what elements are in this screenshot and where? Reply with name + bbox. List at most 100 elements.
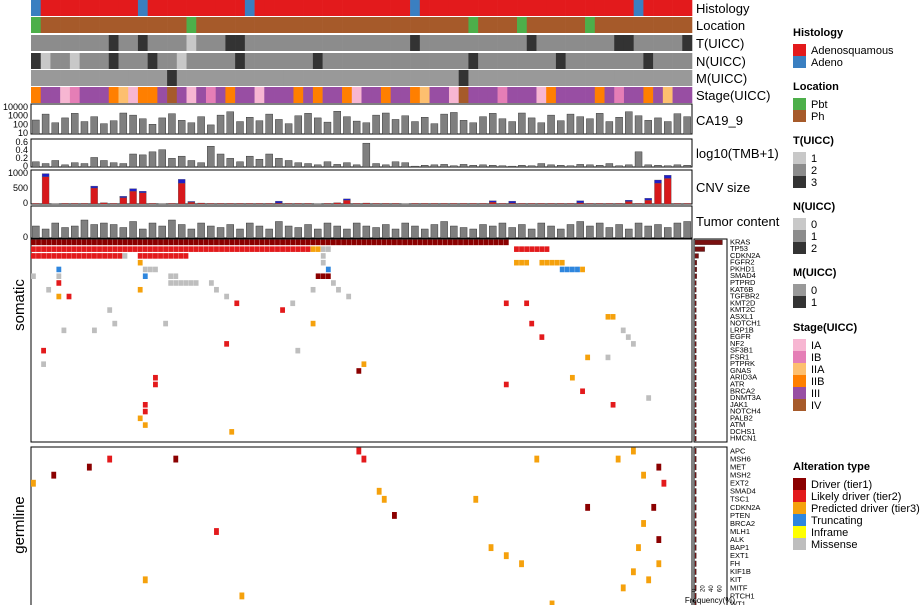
t-cell [176, 35, 187, 51]
m-cell [293, 70, 304, 86]
somatic-alteration-cell [56, 273, 62, 279]
bar [420, 165, 429, 168]
germline-freq-bar [694, 496, 697, 503]
bar-tick-label: 0 [23, 232, 28, 242]
location-cell [517, 17, 528, 33]
somatic-freq-bar [694, 381, 697, 388]
cnv-bar [566, 203, 575, 205]
histology-cell [507, 0, 518, 16]
location-cell [342, 17, 353, 33]
stage-cell [303, 87, 314, 103]
n-cell [225, 53, 236, 69]
somatic-alteration-cell [86, 246, 92, 252]
somatic-alteration-cell [305, 246, 311, 252]
stage-cell [653, 87, 664, 103]
location-cell [215, 17, 226, 33]
somatic-alteration-cell [122, 246, 128, 252]
somatic-gene-label: ATR [730, 380, 745, 389]
histology-cell [244, 0, 255, 16]
bar [518, 165, 526, 168]
bar [498, 118, 507, 135]
bar [61, 117, 69, 135]
m-cell [176, 70, 187, 86]
bar [109, 224, 118, 239]
somatic-alteration-cell [178, 246, 184, 252]
bar [226, 158, 234, 168]
somatic-alteration-cell [142, 239, 148, 246]
bar [323, 161, 332, 168]
histology-legend-title: Histology [793, 27, 844, 39]
m-cell [478, 70, 489, 86]
germline-alteration-cell [31, 479, 36, 487]
germline-freq-bar [694, 504, 697, 511]
t-cell [536, 35, 547, 51]
histology-cell [448, 0, 460, 16]
somatic-freq-bar [694, 361, 697, 367]
bar-tick-label: 1000 [8, 111, 28, 121]
t-cell [400, 35, 411, 51]
somatic-alteration-cell [514, 259, 519, 266]
somatic-alteration-cell [458, 239, 463, 246]
cnv-bar [139, 192, 147, 205]
somatic-gene-label: HMCN1 [730, 434, 757, 443]
m-track-label: M(UICC) [696, 71, 747, 86]
germline-freq-bar [694, 528, 697, 535]
histology-legend-label: Adenosquamous [811, 45, 894, 57]
stage-track-label: Stage(UICC) [696, 88, 770, 103]
n-cell [653, 53, 664, 69]
location-cell [458, 17, 469, 33]
bar-track-frame [30, 103, 693, 135]
somatic-freq-bar [694, 327, 697, 333]
histology-cell [235, 0, 246, 16]
stage-legend-label: IIB [811, 376, 824, 388]
somatic-alteration-cell [234, 300, 240, 307]
germline-gene-label: EXT1 [730, 551, 749, 560]
bar [61, 164, 69, 168]
location-cell [614, 17, 625, 33]
germline-alteration-cell [646, 576, 652, 584]
somatic-alteration-cell [153, 374, 158, 381]
somatic-alteration-cell [386, 239, 392, 246]
n-legend-label: 2 [811, 243, 817, 255]
n-cell [380, 53, 391, 69]
somatic-alteration-cell [224, 239, 230, 246]
histology-cell [99, 0, 110, 16]
histology-legend-swatch [793, 56, 806, 68]
somatic-alteration-cell [92, 239, 97, 246]
n-cell [478, 53, 489, 69]
t-cell [380, 35, 391, 51]
stage-legend-label: IIA [811, 364, 825, 376]
somatic-alteration-cell [163, 320, 169, 327]
bar [265, 228, 273, 239]
bar [595, 113, 604, 135]
location-cell [157, 17, 168, 33]
location-cell [623, 17, 634, 33]
somatic-alteration-cell [244, 246, 250, 252]
bar [411, 225, 419, 239]
bar [284, 225, 293, 239]
cnv-bar-blue [654, 179, 662, 184]
germline-freq-bar [694, 448, 697, 454]
t-cell [69, 35, 80, 51]
n-cell [147, 53, 158, 69]
bar [197, 162, 205, 168]
bar [576, 164, 584, 168]
somatic-alteration-cell [310, 239, 316, 246]
somatic-alteration-cell [127, 239, 133, 246]
somatic-alteration-cell [503, 239, 509, 246]
histology-cell [555, 0, 566, 16]
somatic-alteration-cell [320, 239, 326, 246]
germline-gene-label: EXT2 [730, 479, 749, 488]
location-cell [244, 17, 255, 33]
cnv-bar [246, 203, 254, 205]
n-legend-label: 0 [811, 219, 817, 231]
location-cell [672, 17, 683, 33]
t-cell [342, 35, 353, 51]
bar [498, 222, 507, 239]
m-cell [147, 70, 158, 86]
bar [566, 224, 575, 239]
cnv-bar [284, 203, 293, 205]
bar-track-label: Tumor content [696, 214, 780, 229]
stage-cell [497, 87, 508, 103]
